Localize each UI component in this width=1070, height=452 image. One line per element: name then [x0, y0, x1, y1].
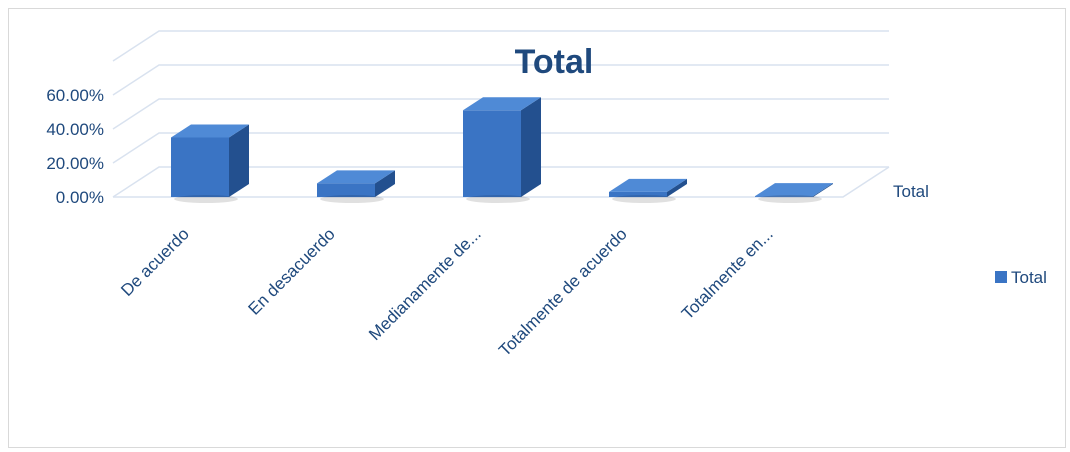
category-label: Totalmente en... [678, 224, 777, 323]
bar-front [755, 196, 813, 197]
legend: Total [995, 268, 1047, 287]
bar [463, 97, 541, 203]
bar-front [171, 137, 229, 197]
bar-shadow [466, 195, 530, 203]
bar-front [317, 183, 375, 197]
category-label: En desacuerdo [245, 224, 339, 318]
bar-top [609, 178, 687, 192]
legend-swatch [995, 271, 1007, 283]
gridline [112, 64, 889, 96]
y-tick-label: 0.00% [56, 188, 104, 207]
chart-title: Total [515, 43, 594, 81]
bar-front [463, 110, 521, 197]
gridline [112, 30, 889, 62]
gridline [112, 166, 889, 198]
bar [317, 170, 395, 203]
bar-top [463, 97, 541, 111]
category-label: De acuerdo [117, 224, 193, 300]
bar [609, 178, 687, 203]
bar-shadow [758, 195, 822, 203]
bar-side [667, 178, 687, 197]
y-tick-label: 60.00% [46, 86, 104, 105]
gridline [112, 98, 889, 130]
gridline [112, 132, 889, 164]
bar-shadow [320, 195, 384, 203]
bars [171, 97, 833, 203]
bar-side [375, 170, 395, 197]
bar [171, 124, 249, 203]
bar-shadow [612, 195, 676, 203]
legend-label: Total [1011, 268, 1047, 287]
y-tick-label: 20.00% [46, 154, 104, 173]
bar-top [171, 124, 249, 138]
y-axis-ticks: 0.00% 20.00% 40.00% 60.00% [46, 86, 104, 207]
chart-area: Total 0.00% 20.00% 40.00% 60.00% De acuerdo… [8, 8, 1066, 448]
bar-top [755, 183, 833, 197]
bar [755, 183, 833, 203]
category-label: Totalmente de acuerdo [495, 224, 631, 360]
bar-chart: Total 0.00% 20.00% 40.00% 60.00% De acuerdo… [46, 30, 1047, 360]
bar-front [609, 191, 667, 197]
y-tick-label: 40.00% [46, 120, 104, 139]
category-label: Medianamente de... [365, 224, 485, 344]
bar-shadow [174, 195, 238, 203]
bar-top [317, 170, 395, 184]
bar-side [229, 124, 249, 197]
category-labels: De acuerdo En desacuerdo Medianamente de..… [117, 224, 777, 360]
bar-side [813, 183, 833, 197]
bar-side [521, 97, 541, 197]
depth-axis-label: Total [893, 182, 929, 201]
